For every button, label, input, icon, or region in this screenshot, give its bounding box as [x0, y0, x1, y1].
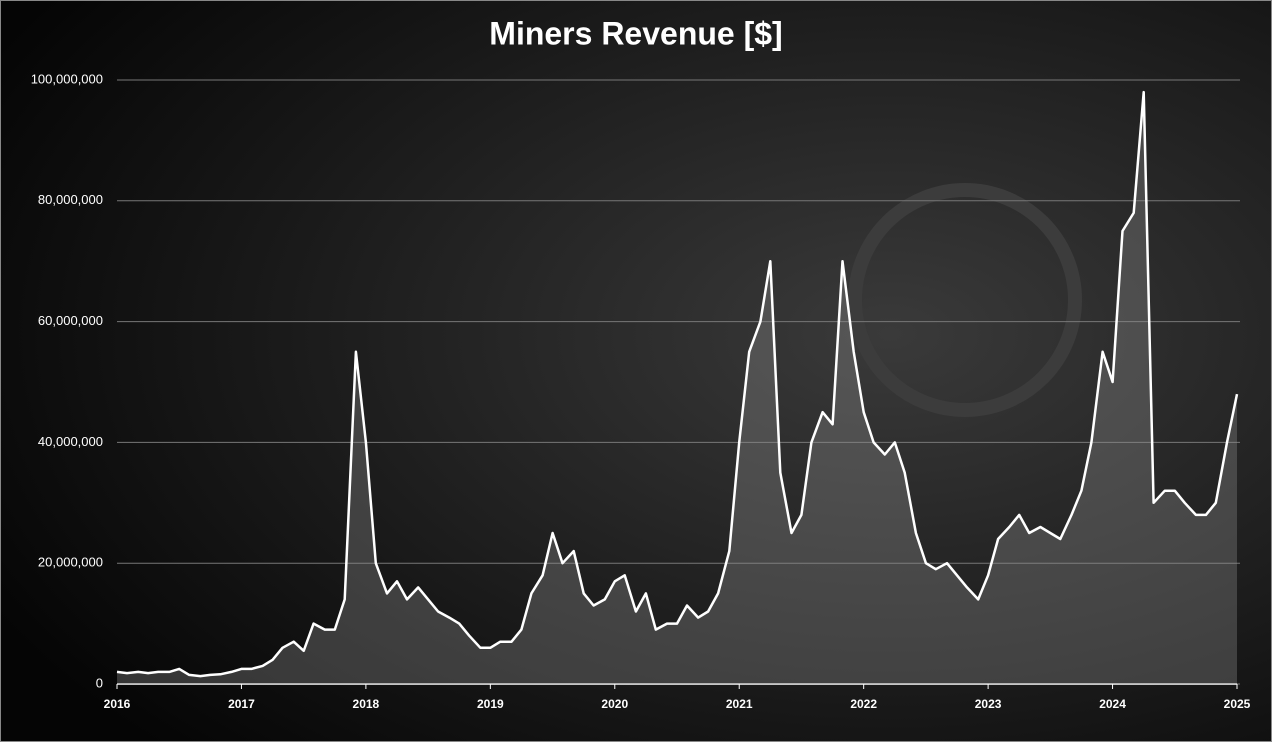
x-tick-label: 2020 [601, 697, 628, 711]
x-tick-label: 2023 [975, 697, 1002, 711]
x-tick-label: 2016 [104, 697, 131, 711]
area [117, 92, 1237, 685]
y-tick-label: 80,000,000 [38, 192, 103, 207]
x-tick-label: 2025 [1224, 697, 1251, 711]
x-tick-label: 2018 [353, 697, 380, 711]
x-tick-label: 2021 [726, 697, 753, 711]
chart-title: Miners Revenue [$] [489, 15, 782, 51]
bitcoin-emblem [848, 183, 1082, 417]
y-tick-label: 40,000,000 [38, 434, 103, 449]
y-tick-label: 0 [96, 675, 103, 690]
y-tick-label: 100,000,000 [31, 71, 103, 86]
line [116, 90, 1239, 678]
x-tick-label: 2022 [850, 697, 877, 711]
x-tick-label: 2024 [1099, 697, 1126, 711]
y-tick-label: 20,000,000 [38, 555, 103, 570]
x-tick-label: 2019 [477, 697, 504, 711]
y-tick-label: 60,000,000 [38, 313, 103, 328]
x-tick-label: 2017 [228, 697, 255, 711]
